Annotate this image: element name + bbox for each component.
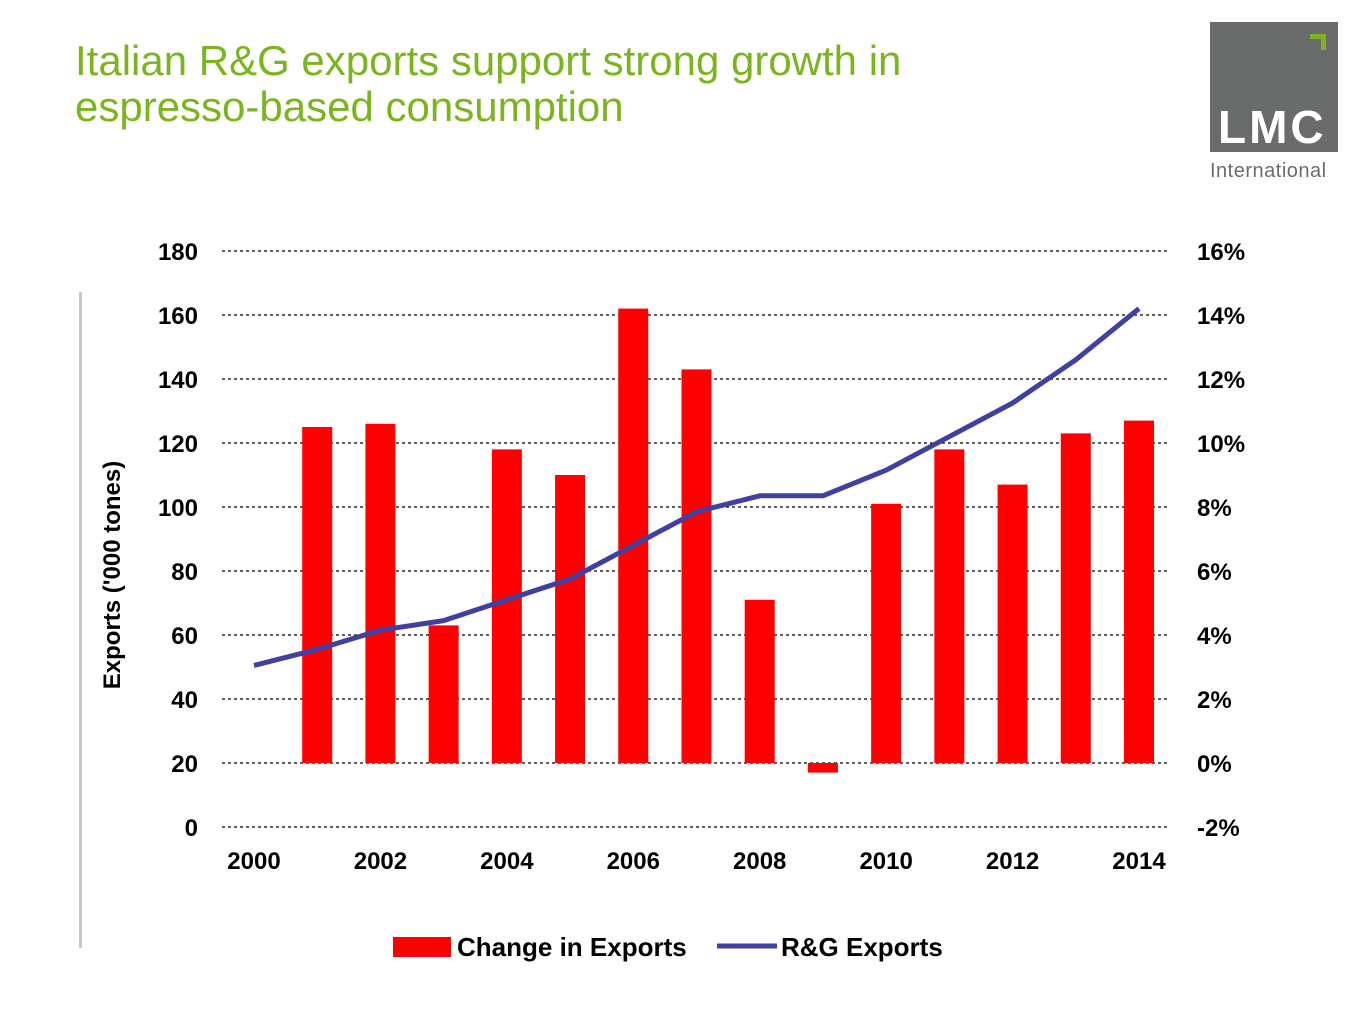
y2-tick-label: 0% xyxy=(1197,751,1232,778)
change-bar xyxy=(807,763,838,773)
change-bar xyxy=(428,625,459,763)
change-bar xyxy=(744,599,775,763)
legend-line-label: R&G Exports xyxy=(781,932,943,962)
y2-tick-label: 8% xyxy=(1197,495,1232,522)
y-tick-label: 160 xyxy=(158,303,198,330)
change-bar xyxy=(1124,420,1154,763)
x-tick-label: 2006 xyxy=(607,848,660,875)
change-bar xyxy=(1060,433,1091,763)
logo-box xyxy=(1210,22,1338,152)
slide-title: Italian R&G exports support strong growt… xyxy=(75,38,1155,130)
x-tick-label: 2012 xyxy=(986,848,1039,875)
logo-corner-mark-icon xyxy=(1310,34,1326,50)
rg-exports-line xyxy=(253,306,1141,668)
change-bar xyxy=(934,449,965,763)
y2-tick-label: 10% xyxy=(1197,431,1245,458)
change-bar xyxy=(997,484,1028,763)
y-tick-label: 140 xyxy=(158,367,198,394)
y-tick-label: 0 xyxy=(185,815,198,842)
lmc-logo: LMC International xyxy=(1210,22,1338,182)
y-tick-label: 120 xyxy=(158,431,198,458)
y2-tick-label: 16% xyxy=(1197,239,1245,266)
y2-tick-label: 12% xyxy=(1197,367,1245,394)
change-bar xyxy=(491,449,522,763)
x-tick-label: 2000 xyxy=(227,848,280,875)
y-tick-label: 60 xyxy=(171,623,198,650)
chart-legend: Change in Exports R&G Exports xyxy=(393,932,943,962)
y-axis-title: Exports ('000 tones) xyxy=(99,461,126,689)
change-bar xyxy=(871,503,902,763)
legend-bar-swatch xyxy=(393,937,451,957)
logo-mark: LMC xyxy=(1218,101,1327,153)
x-tick-label: 2010 xyxy=(859,848,912,875)
y-tick-label: 100 xyxy=(158,495,198,522)
left-axis-ticks: 0 20 40 60 80 100 120 140 160 180 xyxy=(158,239,198,842)
change-bar xyxy=(618,308,649,763)
right-axis-ticks: -2% 0% 2% 4% 6% 8% 10% 12% 14% 16% xyxy=(1197,239,1245,842)
x-tick-label: 2004 xyxy=(480,848,534,875)
y2-tick-label: 2% xyxy=(1197,687,1232,714)
y-tick-label: 80 xyxy=(171,559,198,586)
y2-tick-label: 6% xyxy=(1197,559,1232,586)
change-bar xyxy=(302,427,333,763)
y-tick-label: 20 xyxy=(171,751,198,778)
x-axis-ticks: 2000 2002 2004 2006 2008 2010 2012 2014 xyxy=(227,848,1166,875)
x-tick-label: 2014 xyxy=(1112,848,1166,875)
y2-tick-label: -2% xyxy=(1197,815,1240,842)
change-bar xyxy=(555,475,586,763)
y-tick-label: 40 xyxy=(171,687,198,714)
x-tick-label: 2002 xyxy=(354,848,407,875)
change-bar xyxy=(365,423,396,763)
logo-subtitle: International xyxy=(1210,160,1327,182)
slide-title-line-1: Italian R&G exports support strong growt… xyxy=(75,37,902,84)
y-tick-label: 180 xyxy=(158,239,198,266)
slide-title-line-2: espresso-based consumption xyxy=(75,83,624,130)
side-divider xyxy=(79,292,82,948)
x-tick-label: 2008 xyxy=(733,848,786,875)
legend-bar-label: Change in Exports xyxy=(457,932,687,962)
y2-tick-label: 4% xyxy=(1197,623,1232,650)
y2-tick-label: 14% xyxy=(1197,303,1245,330)
change-bars xyxy=(302,308,1154,773)
change-bar xyxy=(681,369,712,763)
